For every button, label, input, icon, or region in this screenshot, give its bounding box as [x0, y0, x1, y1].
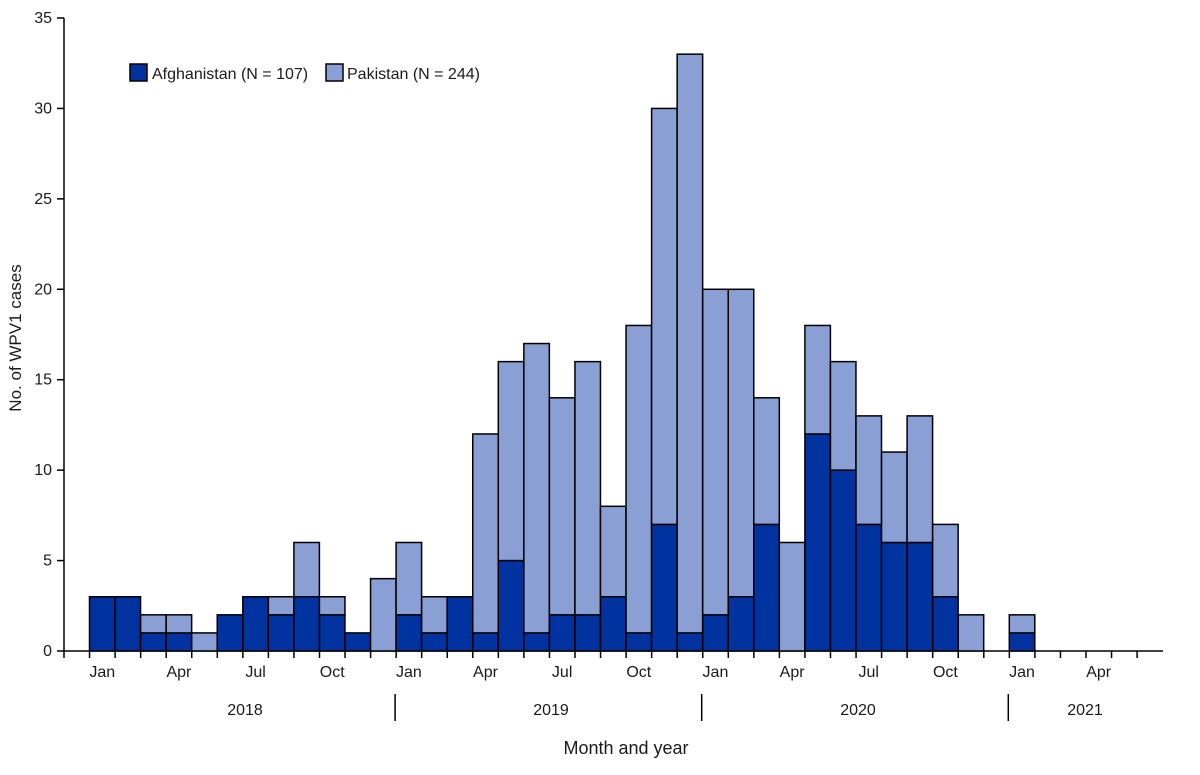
bar-afghanistan — [880, 541, 908, 652]
bar-pakistan — [497, 360, 525, 562]
bar-afghanistan — [753, 523, 781, 652]
legend: Afghanistan (N = 107) Pakistan (N = 244) — [129, 63, 480, 83]
bar-pakistan — [369, 577, 397, 652]
bar-afghanistan — [497, 559, 525, 652]
bar-pakistan — [625, 324, 653, 634]
bar-afghanistan — [242, 595, 270, 652]
y-tick-label: 0 — [43, 643, 52, 660]
bar-pakistan — [676, 53, 704, 634]
bar-afghanistan — [318, 614, 346, 652]
y-axis-label: No. of WPV1 cases — [6, 264, 25, 411]
bar-pakistan — [190, 632, 218, 652]
bar-pakistan — [727, 288, 755, 598]
bar-pakistan — [701, 288, 729, 616]
x-axis-label: Month and year — [563, 738, 688, 758]
bar-afghanistan — [472, 632, 499, 652]
bar-afghanistan — [114, 595, 142, 652]
y-tick-label: 20 — [34, 281, 52, 298]
bar-afghanistan — [676, 632, 704, 652]
x-month-label: Apr — [780, 664, 806, 681]
year-label: 2021 — [1067, 702, 1103, 719]
bar-pakistan — [139, 614, 167, 634]
x-month-label: Jul — [245, 664, 265, 681]
year-label: 2020 — [840, 702, 876, 719]
bar-pakistan — [753, 397, 781, 526]
y-tick-label: 30 — [34, 100, 52, 117]
bar-pakistan — [906, 415, 934, 544]
bar-pakistan — [420, 595, 448, 634]
axes-layer: 0 5 10 15 20 25 30 35 Jan Apr Jul Oct Jan Apr Jul Oct Ja… — [34, 10, 1163, 721]
legend-swatch-afghanistan — [129, 63, 148, 82]
bar-afghanistan — [701, 614, 729, 652]
y-tick-label: 25 — [34, 191, 52, 208]
x-month-label: Apr — [473, 664, 499, 681]
bar-afghanistan — [625, 632, 653, 652]
bar-pakistan — [523, 342, 551, 634]
bar-pakistan — [395, 541, 423, 616]
x-month-label: Jan — [1009, 664, 1035, 681]
bar-pakistan — [957, 614, 985, 652]
bar-afghanistan — [344, 632, 372, 652]
bar-pakistan — [829, 360, 857, 471]
bar-afghanistan — [267, 614, 295, 652]
bar-pakistan — [472, 433, 499, 634]
bar-pakistan — [293, 541, 321, 598]
year-label: 2019 — [533, 702, 569, 719]
bar-pakistan — [548, 397, 576, 616]
bar-afghanistan — [548, 614, 576, 652]
y-tick-label: 35 — [34, 10, 52, 27]
bar-afghanistan — [574, 614, 602, 652]
y-tick-label: 15 — [34, 372, 52, 389]
bar-pakistan — [855, 415, 883, 526]
legend-label-pakistan: Pakistan (N = 244) — [347, 66, 480, 83]
bar-afghanistan — [88, 595, 116, 652]
bar-pakistan — [650, 107, 678, 526]
x-month-label: Jan — [89, 664, 115, 681]
bars-layer — [88, 53, 1036, 652]
bar-pakistan — [318, 595, 346, 616]
bar-afghanistan — [804, 433, 832, 652]
bar-pakistan — [574, 360, 602, 616]
year-label: 2018 — [227, 702, 263, 719]
bar-afghanistan — [599, 595, 627, 652]
x-month-label: Oct — [933, 664, 958, 681]
x-month-label: Jul — [859, 664, 879, 681]
bar-pakistan — [165, 614, 193, 634]
bar-afghanistan — [395, 614, 423, 652]
bar-pakistan — [880, 451, 908, 544]
bar-pakistan — [1008, 614, 1036, 634]
bar-afghanistan — [523, 632, 551, 652]
bar-afghanistan — [216, 614, 244, 652]
y-tick-label: 10 — [34, 462, 52, 479]
x-month-label: Jan — [396, 664, 422, 681]
bar-afghanistan — [727, 595, 755, 652]
bar-afghanistan — [931, 595, 959, 652]
legend-swatch-pakistan — [325, 63, 344, 82]
bar-pakistan — [599, 505, 627, 598]
bar-afghanistan — [1008, 632, 1036, 652]
bar-afghanistan — [139, 632, 167, 652]
bar-pakistan — [778, 541, 806, 652]
x-month-label: Jan — [703, 664, 729, 681]
bar-pakistan — [931, 523, 959, 598]
bar-pakistan — [267, 595, 295, 616]
bar-afghanistan — [293, 595, 321, 652]
bar-afghanistan — [855, 523, 883, 652]
legend-label-afghanistan: Afghanistan (N = 107) — [152, 66, 308, 83]
bar-afghanistan — [906, 541, 934, 652]
bar-afghanistan — [165, 632, 193, 652]
x-month-label: Jul — [552, 664, 572, 681]
x-month-label: Oct — [320, 664, 345, 681]
bar-afghanistan — [446, 595, 474, 652]
x-month-label: Apr — [166, 664, 192, 681]
x-month-label: Apr — [1086, 664, 1112, 681]
bar-afghanistan — [420, 632, 448, 652]
x-month-label: Oct — [626, 664, 651, 681]
bar-afghanistan — [650, 523, 678, 652]
y-tick-label: 5 — [43, 553, 52, 570]
bar-afghanistan — [829, 469, 857, 652]
bar-pakistan — [804, 324, 832, 435]
